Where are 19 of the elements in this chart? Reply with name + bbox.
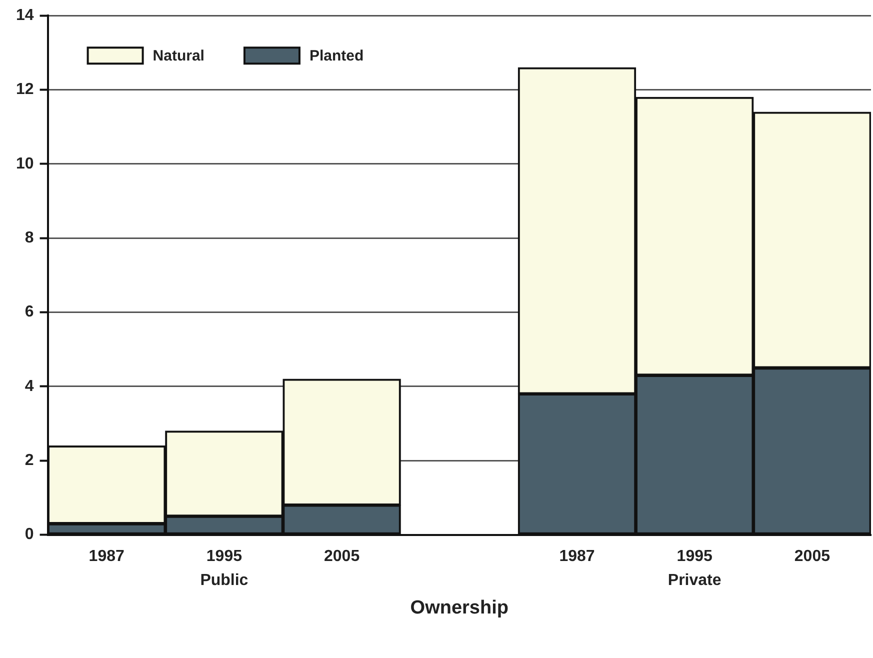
y-tick-label: 10 [16, 155, 34, 172]
x-tick-label: 2005 [324, 548, 360, 565]
y-tick-label: 6 [24, 304, 34, 321]
legend-label: Natural [152, 48, 204, 65]
y-tick-label: 14 [16, 7, 34, 24]
x-tick-label: 1995 [206, 548, 242, 565]
text: Private [668, 572, 722, 590]
x-tick-label: 1995 [676, 548, 712, 565]
y-tick-label: 2 [24, 452, 34, 470]
x-tick-label: 1987 [88, 548, 124, 565]
x-tick-label: 1987 [559, 548, 595, 565]
text: Public [200, 572, 248, 590]
y-tick-label: 8 [24, 230, 34, 247]
y-tick-label: 4 [24, 378, 34, 395]
y-tick-label: 12 [16, 81, 34, 98]
x-axis-title: Ownership [410, 598, 508, 619]
legend-label: Planted [309, 48, 364, 65]
y-tick-label: 0 [24, 526, 34, 544]
x-tick-label: 2005 [794, 548, 830, 565]
